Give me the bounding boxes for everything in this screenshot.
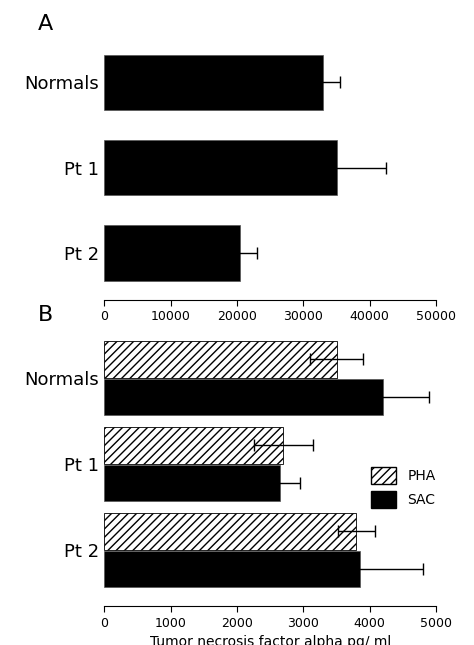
Bar <box>104 465 280 501</box>
Text: B: B <box>38 306 53 326</box>
Bar <box>104 341 337 377</box>
Bar <box>104 225 240 281</box>
X-axis label: Tumor necrosis factor alpha pg/ ml: Tumor necrosis factor alpha pg/ ml <box>150 635 391 645</box>
X-axis label: 3H CPM: 3H CPM <box>243 329 297 343</box>
Bar <box>104 428 283 464</box>
Legend: PHA, SAC: PHA, SAC <box>372 467 436 508</box>
Text: A: A <box>38 14 53 34</box>
Bar <box>104 551 360 588</box>
Bar <box>104 140 337 195</box>
Bar <box>104 55 323 110</box>
Bar <box>104 513 356 550</box>
Bar <box>104 379 383 415</box>
